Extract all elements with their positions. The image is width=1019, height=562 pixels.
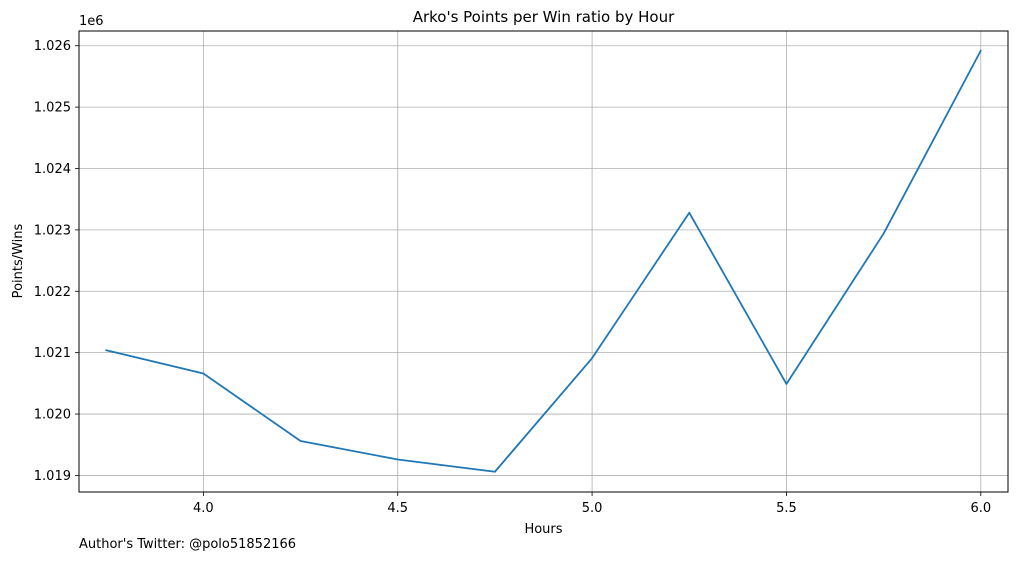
chart-title: Arko's Points per Win ratio by Hour: [413, 8, 675, 26]
data-point: [688, 212, 690, 214]
x-tick-label: 4.0: [193, 501, 214, 516]
data-point: [397, 458, 399, 460]
data-point: [300, 440, 302, 442]
y-tick-label: 1.025: [34, 101, 71, 116]
x-axis-label: Hours: [524, 522, 562, 537]
data-point: [494, 471, 496, 473]
data-point: [980, 50, 982, 52]
y-tick-label: 1.023: [34, 223, 71, 238]
y-tick-label: 1.026: [34, 39, 71, 54]
data-point: [883, 233, 885, 235]
y-tick-label: 1.019: [34, 469, 71, 484]
series-group: [105, 49, 982, 473]
x-tick-label: 6.0: [970, 501, 991, 516]
y-tick-label: 1.021: [34, 346, 71, 361]
data-point: [202, 373, 204, 375]
y-offset-label: 1e6: [79, 14, 104, 29]
y-tick-label: 1.022: [34, 285, 71, 300]
data-point: [785, 383, 787, 385]
plot-frame: [78, 30, 1009, 493]
plot-area: [79, 31, 1008, 492]
y-tick-label: 1.024: [34, 162, 71, 177]
data-point: [105, 349, 107, 351]
series-line: [105, 49, 982, 473]
x-tick-label: 5.5: [776, 501, 797, 516]
y-axis-label: Points/Wins: [11, 223, 26, 298]
x-tick-label: 5.0: [582, 501, 603, 516]
data-point: [591, 357, 593, 359]
grid-lines: [79, 31, 1008, 492]
x-tick-label: 4.5: [387, 501, 408, 516]
axis-ticks: 4.0 4.5 5.0 5.5 6.0 1.019 1.020 1.021 1.022 1.023…: [34, 39, 991, 516]
y-tick-label: 1.020: [34, 408, 71, 423]
author-credit: Author's Twitter: @polo51852166: [79, 537, 297, 552]
